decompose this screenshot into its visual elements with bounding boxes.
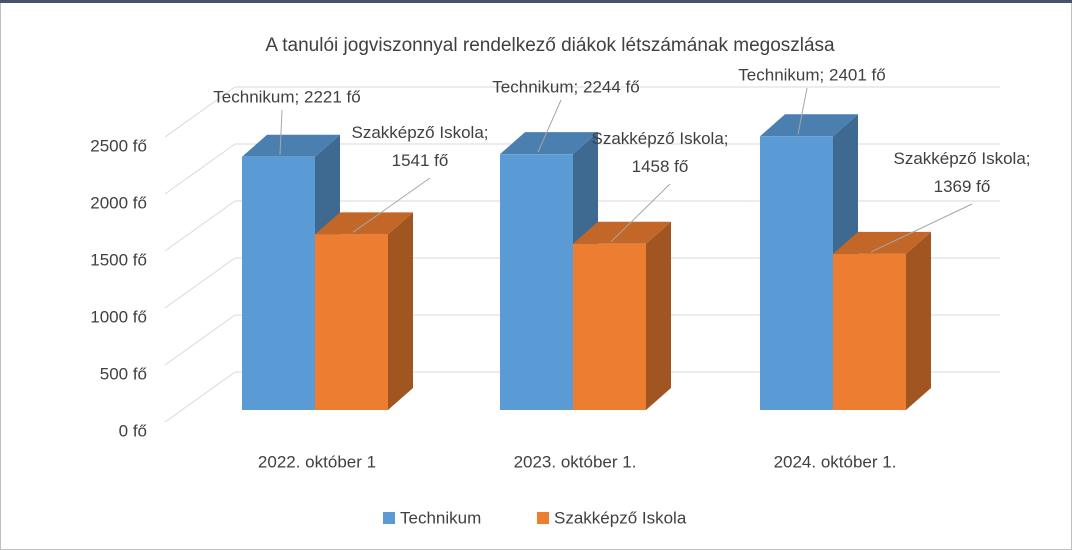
data-label: Technikum; 2244 fő (492, 77, 639, 96)
data-label: Szakképző Iskola; 1369 fő (893, 149, 1030, 196)
bar-top (833, 231, 931, 254)
leader-line (537, 99, 562, 153)
grid-line (164, 371, 236, 423)
bar-side (906, 231, 931, 410)
x-tick-label: 2024. október 1. (774, 452, 897, 471)
bar-side (388, 212, 413, 410)
bar-front (833, 253, 906, 410)
bar-front (500, 154, 573, 410)
y-tick-label: 2500 fő (90, 136, 147, 155)
bar-top (500, 132, 598, 155)
x-tick-label: 2023. október 1. (514, 452, 637, 471)
x-tick-label: 2022. október 1 (258, 452, 376, 471)
bar-top (242, 134, 340, 157)
leader-line (610, 183, 671, 243)
legend-swatch (383, 512, 395, 524)
bar-front (315, 234, 388, 410)
bar (833, 231, 931, 410)
leader-line (279, 109, 283, 155)
y-tick-label: 1500 fő (90, 250, 147, 269)
chart-title: A tanulói jogviszonnyal rendelkező diáko… (265, 35, 835, 56)
y-tick-label: 0 fő (119, 421, 147, 440)
legend-label: Szakképző Iskola (554, 508, 687, 527)
legend-swatch (537, 512, 549, 524)
leader-line (352, 177, 431, 233)
grid-line (164, 257, 236, 309)
y-tick-label: 1000 fő (90, 307, 147, 326)
grid-line (164, 143, 236, 195)
bar-top (315, 212, 413, 235)
bar-front (573, 243, 646, 410)
data-label: Szakképző Iskola; 1541 fő (351, 123, 488, 170)
bar-front (760, 136, 833, 410)
data-label: Technikum; 2221 fő (213, 87, 360, 106)
legend-label: Technikum (400, 508, 481, 527)
leader-line (797, 87, 808, 135)
top-border (0, 0, 1072, 3)
bar-side (646, 221, 671, 410)
y-tick-label: 2000 fő (90, 193, 147, 212)
bar (315, 212, 413, 410)
grid-line (164, 200, 236, 252)
bar-top (760, 114, 858, 137)
grid-line (164, 86, 236, 138)
bar (573, 221, 671, 410)
data-label: Technikum; 2401 fő (738, 65, 885, 84)
leader-line (870, 203, 973, 253)
data-label: Szakképző Iskola; 1458 fő (591, 129, 728, 176)
bar-top (573, 221, 671, 244)
grid-line (164, 314, 236, 366)
bar-front (242, 156, 315, 410)
y-tick-label: 500 fő (100, 364, 147, 383)
